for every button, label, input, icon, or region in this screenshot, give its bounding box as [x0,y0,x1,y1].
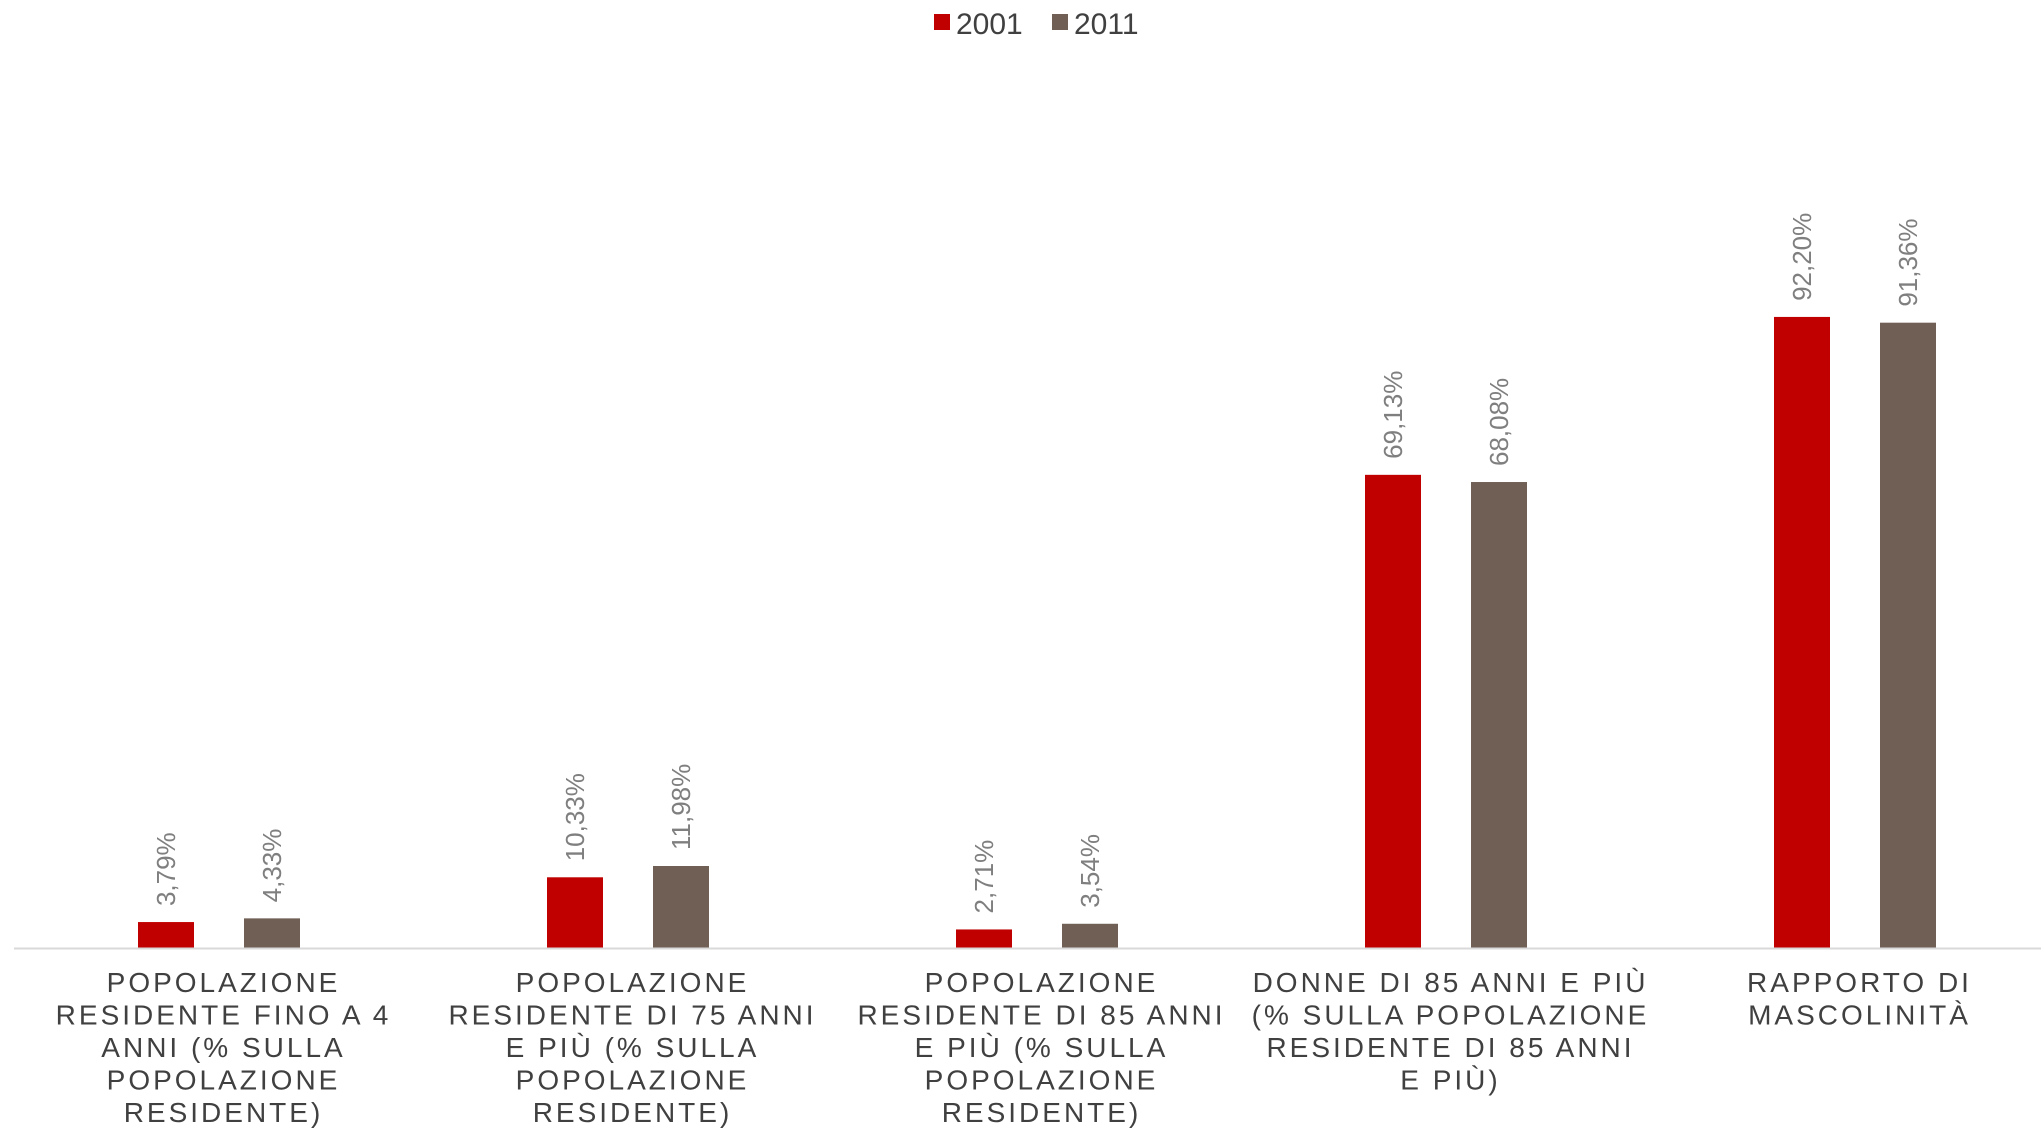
category-label-line: POPOLAZIONE [107,1065,341,1096]
bar-2001-2 [956,929,1012,948]
category-label-line: RESIDENTE DI 85 ANNI [1266,1032,1634,1063]
value-label-2001-4: 92,20% [1787,213,1817,301]
category-label-line: POPOLAZIONE [516,967,750,998]
value-label-group: 3,79% 10,33% 2,71% 69,13% 92,20% 4,33% 11,98% 3… [151,213,1923,914]
category-label-line: (% SULLA POPOLAZIONE [1252,1000,1650,1031]
value-label-2011-1: 11,98% [666,764,696,850]
bar-2011-3 [1471,482,1527,948]
value-label-2011-3: 68,08% [1484,378,1514,466]
value-label-2011-2: 3,54% [1075,834,1105,908]
category-label-group: POPOLAZIONE RESIDENTE FINO A 4 ANNI (% SUL… [56,967,1972,1128]
category-label-line: E PIÙ) [1400,1065,1500,1096]
value-label-2001-2: 2,71% [969,840,999,914]
category-label-line: RESIDENTE) [942,1097,1142,1128]
category-label-2: POPOLAZIONE RESIDENTE DI 85 ANNI E PIÙ (% … [857,967,1225,1128]
legend-swatch-2011 [1052,14,1068,30]
chart-legend: 2001 2011 [934,8,1139,41]
bar-2011-2 [1062,923,1118,948]
category-label-line: RESIDENTE) [533,1097,733,1128]
category-label-line: E PIÙ (% SULLA [506,1032,760,1063]
category-label-1: POPOLAZIONE RESIDENTE DI 75 ANNI E PIÙ (% … [448,967,816,1128]
legend-swatch-2001 [934,14,950,30]
bar-2011-1 [653,866,709,948]
value-label-2011-0: 4,33% [257,829,287,903]
value-label-2001-0: 3,79% [151,832,181,906]
bar-2011-0 [244,918,300,948]
category-label-4: RAPPORTO DI MASCOLINITÀ [1747,967,1972,1031]
category-label-line: E PIÙ (% SULLA [915,1032,1169,1063]
category-label-line: RESIDENTE FINO A 4 [56,1000,392,1031]
bar-2001-4 [1774,316,1830,948]
category-label-line: DONNE DI 85 ANNI E PIÙ [1253,967,1649,998]
category-label-0: POPOLAZIONE RESIDENTE FINO A 4 ANNI (% SUL… [56,967,392,1128]
category-label-line: ANNI (% SULLA [101,1032,345,1063]
legend-label-2001: 2001 [956,8,1023,41]
category-label-line: RESIDENTE DI 75 ANNI [448,1000,816,1031]
bar-group [138,316,1936,948]
legend-label-2011: 2011 [1074,8,1139,41]
category-label-line: POPOLAZIONE [925,1065,1159,1096]
category-label-3: DONNE DI 85 ANNI E PIÙ (% SULLA POPOLAZIO… [1252,967,1650,1096]
bar-2001-3 [1365,474,1421,948]
category-label-line: POPOLAZIONE [107,967,341,998]
bar-2001-1 [547,877,603,948]
category-label-line: POPOLAZIONE [925,967,1159,998]
bar-2011-4 [1880,322,1936,948]
category-label-line: RESIDENTE DI 85 ANNI [857,1000,1225,1031]
value-label-2011-4: 91,36% [1893,218,1923,306]
category-label-line: RESIDENTE) [124,1097,324,1128]
category-label-line: POPOLAZIONE [516,1065,750,1096]
category-label-line: MASCOLINITÀ [1748,1000,1971,1031]
bar-2001-0 [138,922,194,948]
value-label-2001-1: 10,33% [560,773,590,861]
value-label-2001-3: 69,13% [1378,371,1408,459]
category-label-line: RAPPORTO DI [1747,967,1972,998]
